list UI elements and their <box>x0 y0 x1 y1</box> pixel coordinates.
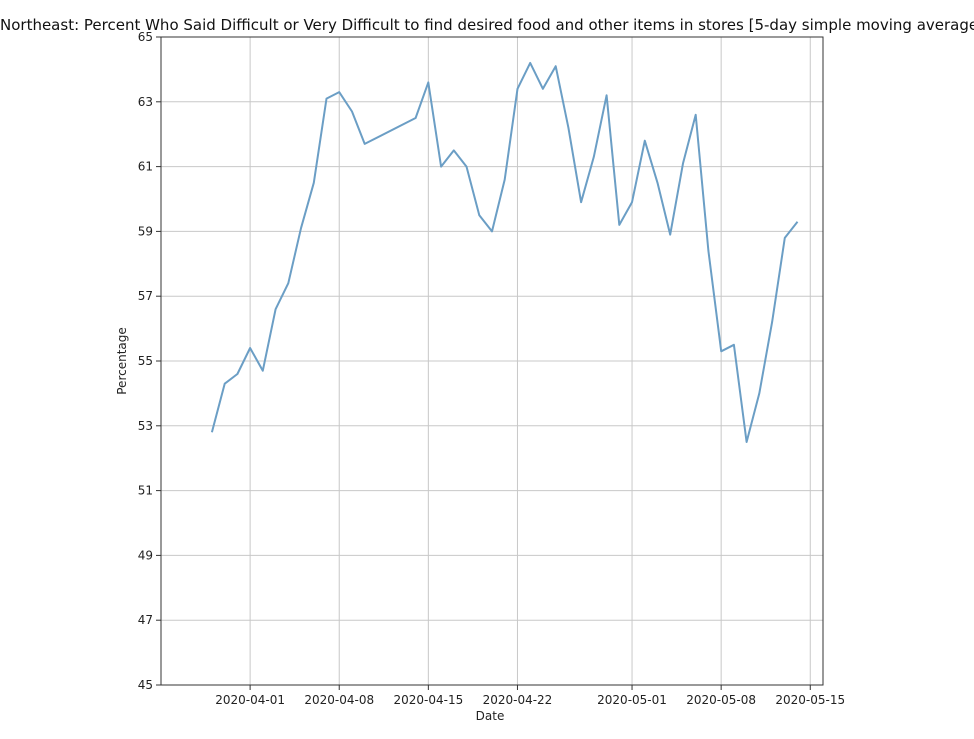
y-tick-label: 51 <box>138 484 153 498</box>
y-tick-label: 53 <box>138 419 153 433</box>
y-axis-label: Percentage <box>115 327 129 395</box>
x-tick-label: 2020-04-01 <box>215 693 285 707</box>
x-tick-label: 2020-04-08 <box>304 693 374 707</box>
y-tick-label: 57 <box>138 289 153 303</box>
grid-lines <box>161 36 823 686</box>
series-line-layer <box>210 61 799 443</box>
y-tick-label: 59 <box>138 224 153 238</box>
x-tick-label: 2020-05-15 <box>775 693 845 707</box>
x-tick-label: 2020-05-01 <box>597 693 667 707</box>
y-tick-label: 61 <box>138 160 153 174</box>
x-axis-label: Date <box>476 709 505 723</box>
y-tick-label: 45 <box>138 678 153 692</box>
series-line <box>210 61 799 443</box>
y-tick-label: 65 <box>138 30 153 44</box>
x-tick-label: 2020-04-15 <box>393 693 463 707</box>
x-tick-label: 2020-04-22 <box>483 693 553 707</box>
y-tick-label: 49 <box>138 548 153 562</box>
x-tick-label: 2020-05-08 <box>686 693 756 707</box>
y-tick-label: 47 <box>138 613 153 627</box>
y-tick-label: 55 <box>138 354 153 368</box>
chart-title: Northeast: Percent Who Said Difficult or… <box>0 16 974 34</box>
y-tick-label: 63 <box>138 95 153 109</box>
axis-ticks: 45 47 49 51 53 55 57 59 61 63 65 2020-04-01 2020-04-… <box>138 30 845 707</box>
